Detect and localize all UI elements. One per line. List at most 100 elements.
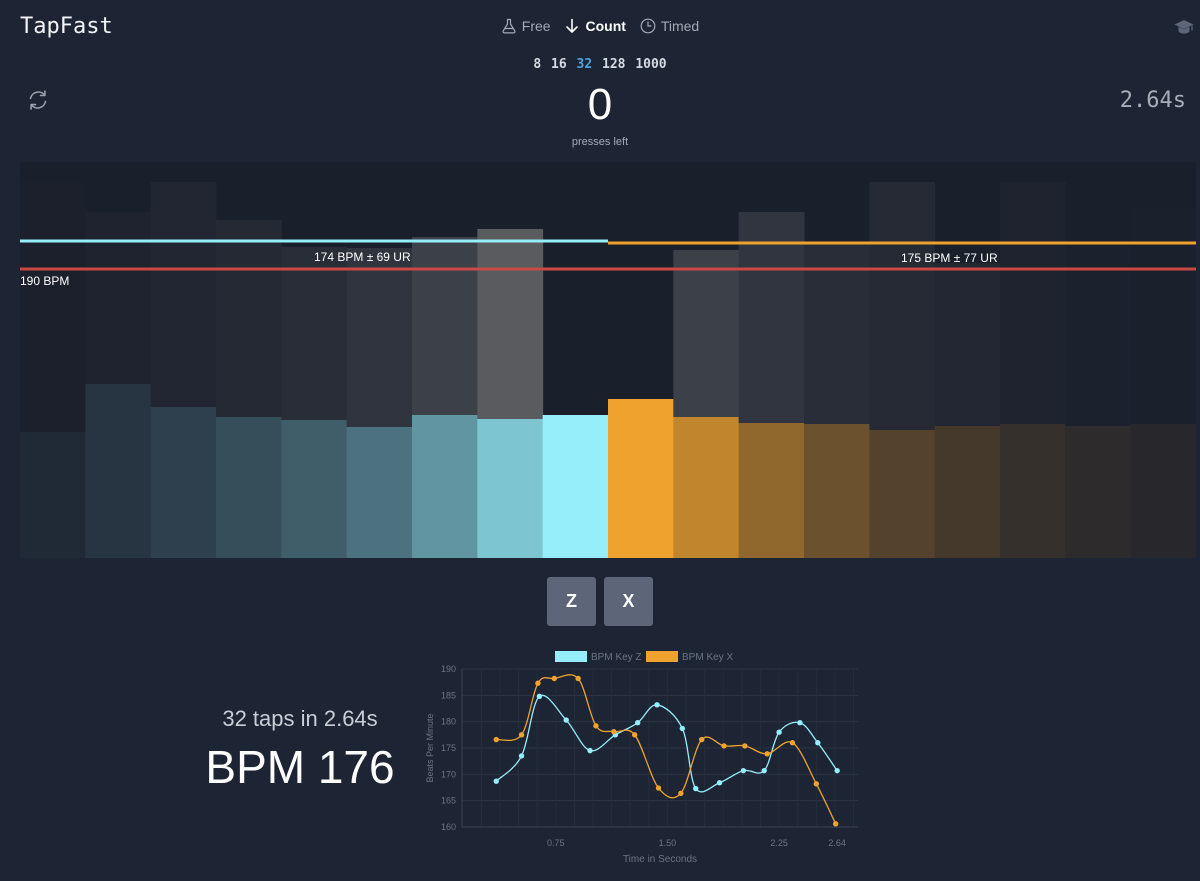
tap-bar-key-z [20,432,86,558]
tap-bar-gray [1130,208,1196,424]
count-option-128[interactable]: 128 [602,57,626,72]
legend-swatch [646,651,678,662]
tap-bar-gray [804,243,870,424]
series-point [493,736,499,743]
x-tick-label: 2.64 [828,838,846,848]
series-point [655,785,662,791]
series-point [563,717,569,723]
y-tick-label: 160 [441,822,456,832]
tap-bar-gray [281,247,348,420]
series-point [518,732,525,738]
tap-visualizer: 174 BPM ± 69 UR 175 BPM ± 77 UR 190 BPM [20,162,1196,558]
y-tick-label: 175 [441,743,456,753]
mode-selector: Free Count Timed [0,18,1200,37]
tap-bar-gray [738,212,805,423]
series-point [575,675,581,682]
count-option-32[interactable]: 32 [576,57,593,72]
tap-bar-key-x [738,423,805,558]
series-point [593,723,599,729]
count-option-8[interactable]: 8 [533,57,542,72]
tap-bar-gray [673,250,740,417]
tap-bar-key-z [412,415,478,558]
tap-bar-key-x [869,430,936,558]
tap-bar-gray [477,229,544,419]
mode-timed[interactable]: Timed [640,18,699,34]
series-point [679,725,686,732]
y-tick-label: 165 [441,796,456,806]
presses-left-count: 0 [587,80,613,129]
flask-icon [502,18,516,34]
series-point [493,778,499,784]
tap-bar-key-x [673,417,740,558]
taps-summary: 32 taps in 2.64s [222,706,378,731]
series-point [761,767,767,774]
key-x-button[interactable]: X [604,577,653,626]
tap-bar-key-x [934,426,1001,558]
mode-timed-label: Timed [660,18,700,34]
y-tick-label: 180 [441,717,456,727]
key-buttons: Z X [0,577,1200,626]
legend-label: BPM Key X [682,652,733,663]
tap-bar-key-z [85,384,152,558]
refresh-icon[interactable] [26,88,50,112]
clock-icon [640,18,656,34]
y-tick-label: 185 [441,690,456,700]
bpm-result: BPM 176 [205,741,395,793]
series-point [832,821,839,827]
tap-bar-key-z [477,419,544,558]
tap-bar-key-x [1000,424,1066,558]
count-option-1000[interactable]: 1000 [635,57,667,72]
tap-bar-gray [346,248,413,427]
tap-bar-key-x [608,399,674,558]
series-point [813,781,820,787]
series-point [789,740,796,746]
count-option-16[interactable]: 16 [551,57,567,72]
mode-count-label: Count [585,18,626,34]
tap-count-selector: 8 16 32 128 1000 [0,57,1200,72]
series-point [611,728,617,735]
bpm-line-chart: BPM Key Z BPM Key X 160 165 170 175 180 185 190 0… [425,651,858,865]
mode-free[interactable]: Free [501,18,551,34]
series-point [815,740,821,746]
mode-free-label: Free [521,18,551,34]
mode-count[interactable]: Count [564,18,626,34]
legend-swatch [555,651,587,662]
tap-bar-gray [412,237,478,415]
series-point [678,790,684,796]
series-point [587,747,593,754]
series-point [535,680,541,686]
tap-bar-key-z [216,417,282,558]
tap-bar-gray [1065,242,1132,426]
legend-label: BPM Key Z [591,652,642,663]
tap-bar-key-x [804,424,870,558]
series-point [654,702,660,708]
x-tick-label: 2.25 [770,838,788,848]
tap-bar-key-x [1130,424,1196,558]
key-z-button[interactable]: Z [547,577,596,626]
arrow-down-icon [566,18,579,33]
series-point [536,693,543,700]
y-axis-title: Beats Per Minute [425,713,435,782]
graduation-cap-icon[interactable] [1174,18,1194,36]
series-point [698,736,705,743]
tap-visualizer-svg: 174 BPM ± 69 UR 175 BPM ± 77 UR 190 BPM [20,182,1196,558]
tap-bar-key-x [1065,426,1132,558]
series-point [834,767,840,774]
series-point [797,720,803,726]
tap-bar-key-z [281,420,348,558]
x-tick-label: 0.75 [547,838,565,848]
elapsed-timer: 2.64s [1119,88,1186,113]
series-point [518,753,525,759]
series-point [634,720,641,726]
x-axis-title: Time in Seconds [623,854,697,865]
tap-bar-gray [869,182,936,430]
series-line [495,694,838,793]
series-point [693,785,699,792]
series-point [740,767,747,774]
tap-bar-gray [85,212,152,384]
presses-left-label: presses left [571,136,629,148]
series-point [631,732,638,738]
tap-bar-key-z [150,407,217,558]
y-tick-label: 170 [441,769,456,779]
series-point [721,743,727,749]
